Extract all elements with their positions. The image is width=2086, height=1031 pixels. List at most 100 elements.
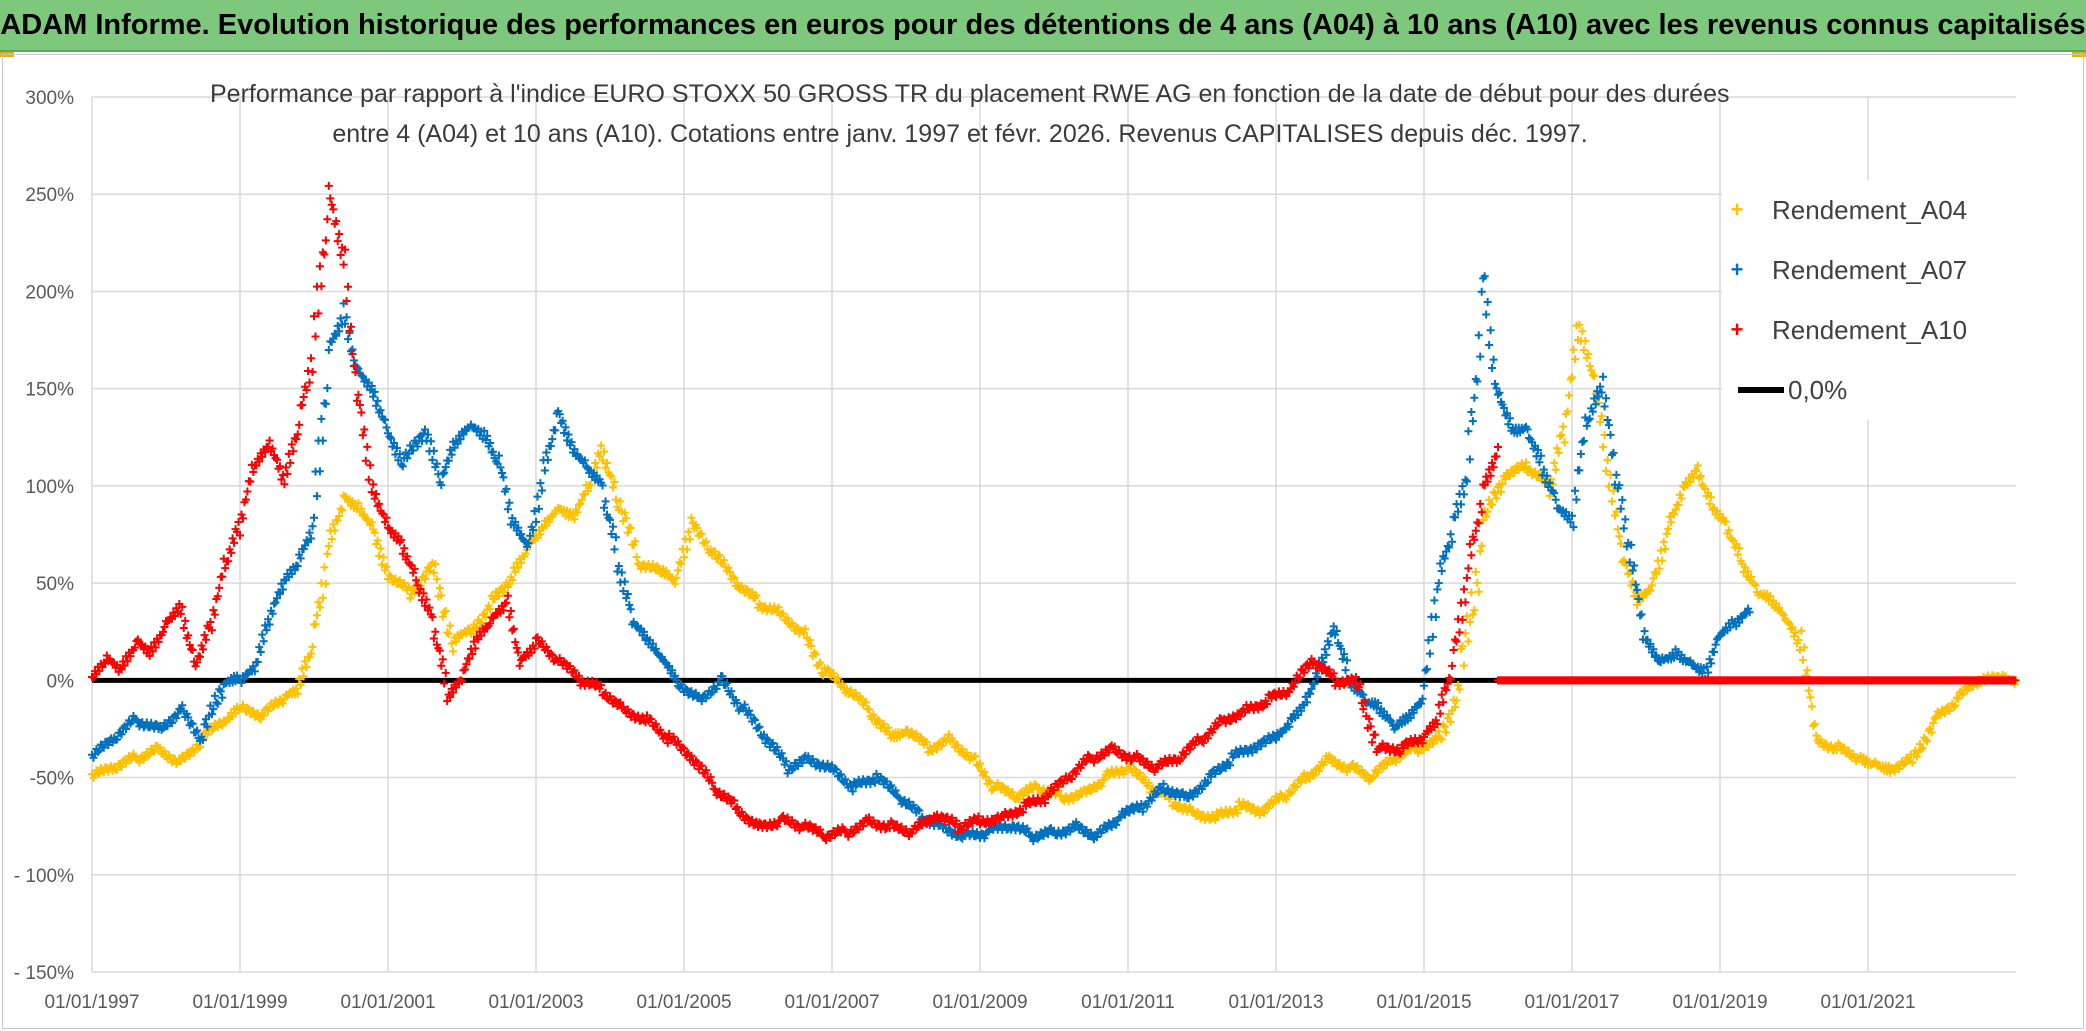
data-point <box>332 217 341 226</box>
data-point <box>212 698 221 707</box>
data-point <box>389 439 398 448</box>
data-point <box>172 714 181 723</box>
data-point <box>671 579 680 588</box>
data-point <box>435 646 444 655</box>
data-point <box>1661 545 1670 554</box>
data-point <box>1652 569 1661 578</box>
data-point <box>333 516 342 525</box>
data-point <box>783 614 792 623</box>
data-point <box>333 321 342 330</box>
data-point <box>1249 803 1258 812</box>
data-point <box>724 563 733 572</box>
data-point <box>273 455 281 464</box>
data-point <box>246 477 255 486</box>
data-point <box>1708 505 1717 514</box>
chart-title-line-2: entre 4 (A04) et 10 ans (A10). Cotations… <box>332 120 1588 148</box>
data-point <box>517 530 526 539</box>
data-point <box>438 470 447 479</box>
x-tick-label: 01/01/2005 <box>636 992 731 1013</box>
data-point <box>176 609 185 618</box>
data-point <box>460 665 469 674</box>
data-point <box>370 494 379 503</box>
data-point <box>255 457 264 466</box>
data-point <box>301 657 310 666</box>
data-point <box>265 436 274 445</box>
data-point <box>1424 636 1433 645</box>
data-point <box>1795 645 1804 654</box>
data-point <box>1455 685 1464 694</box>
data-point <box>631 537 640 546</box>
data-point <box>117 730 126 739</box>
data-point <box>344 335 353 344</box>
data-point <box>514 523 523 532</box>
data-point <box>1539 465 1548 474</box>
data-point <box>341 245 350 254</box>
data-point <box>456 676 465 685</box>
data-point <box>357 504 366 513</box>
data-point <box>976 759 984 768</box>
data-point <box>378 560 387 569</box>
data-point <box>1104 748 1113 757</box>
data-point <box>508 514 517 523</box>
data-point <box>255 643 264 652</box>
data-point <box>768 739 777 748</box>
data-point <box>1489 488 1498 497</box>
data-point <box>569 510 577 519</box>
data-point <box>651 720 660 729</box>
data-point <box>435 584 444 593</box>
data-point <box>1556 432 1565 441</box>
data-point <box>273 594 281 603</box>
data-point <box>1542 471 1551 480</box>
data-point <box>305 378 314 387</box>
data-point <box>811 823 820 832</box>
data-point <box>145 651 154 660</box>
data-point <box>1406 746 1415 755</box>
legend-item-a10: + Rendement_A10 <box>1722 310 1968 350</box>
data-point <box>974 812 983 821</box>
data-point <box>1480 272 1489 281</box>
data-point <box>360 425 369 434</box>
data-point <box>1153 764 1162 773</box>
data-point <box>1014 795 1023 804</box>
data-point <box>530 644 539 653</box>
data-point <box>486 438 495 447</box>
data-point <box>159 627 168 636</box>
data-point <box>1129 764 1138 773</box>
data-point <box>1804 686 1813 695</box>
data-point <box>481 435 490 444</box>
data-point <box>98 663 107 672</box>
data-point <box>446 692 455 701</box>
data-point <box>881 825 890 834</box>
data-point <box>264 707 273 716</box>
data-point <box>472 623 481 632</box>
data-point <box>561 423 570 432</box>
data-point <box>610 545 619 554</box>
data-point <box>441 606 450 615</box>
data-point <box>347 322 355 331</box>
data-point <box>506 606 515 615</box>
data-point <box>1371 730 1380 739</box>
data-point <box>503 591 512 600</box>
data-point <box>1214 812 1223 821</box>
data-point <box>1692 466 1701 475</box>
data-point <box>1199 738 1208 747</box>
data-point <box>1464 427 1473 436</box>
data-point <box>270 599 279 608</box>
data-point <box>341 319 350 328</box>
data-point <box>255 714 264 723</box>
data-point <box>1585 361 1594 370</box>
data-point <box>1492 494 1501 503</box>
data-point <box>289 447 298 456</box>
data-point <box>1073 793 1082 802</box>
data-point <box>1772 599 1781 608</box>
data-point <box>1615 532 1624 541</box>
series-a10 <box>88 181 1502 845</box>
data-point <box>792 819 801 828</box>
data-point <box>1587 366 1596 375</box>
data-point <box>520 536 529 545</box>
data-point <box>302 386 311 395</box>
data-point <box>1649 645 1658 654</box>
data-point <box>623 590 632 599</box>
data-point <box>250 667 259 676</box>
data-point <box>1492 384 1501 393</box>
